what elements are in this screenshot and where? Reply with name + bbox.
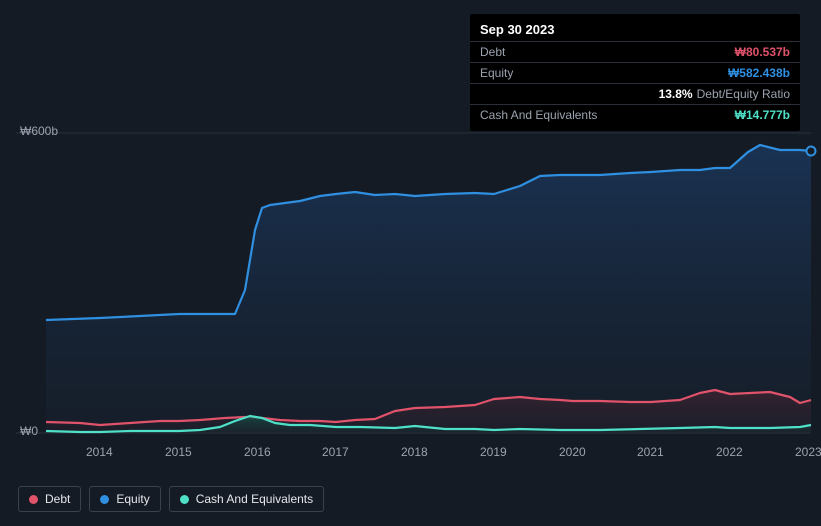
y-tick-label: ₩600b (20, 124, 58, 138)
legend-label: Debt (45, 492, 70, 506)
legend-swatch (100, 495, 109, 504)
legend-item-debt[interactable]: Debt (18, 486, 81, 512)
tooltip-ratio-pct: 13.8% (659, 87, 693, 101)
x-tick-label: 2016 (244, 445, 271, 459)
y-tick-label: ₩0 (20, 424, 38, 438)
x-tick-label: 2017 (322, 445, 349, 459)
tooltip-value: ₩80.537b (735, 45, 790, 59)
x-tick-label: 2022 (716, 445, 743, 459)
tooltip-label: Equity (480, 66, 513, 80)
end-marker (807, 147, 816, 156)
tooltip-row-debt: Debt ₩80.537b (470, 41, 800, 62)
x-tick-label: 2020 (559, 445, 586, 459)
legend-swatch (180, 495, 189, 504)
x-tick-label: 2015 (165, 445, 192, 459)
x-tick-label: 2019 (480, 445, 507, 459)
x-tick-label: 2018 (401, 445, 428, 459)
x-tick-label: 2021 (637, 445, 664, 459)
legend-label: Cash And Equivalents (196, 492, 313, 506)
tooltip-label: Cash And Equivalents (480, 108, 597, 122)
area-equity (46, 145, 811, 433)
x-tick-label: 2023 (795, 445, 821, 459)
tooltip-ratio: 13.8% Debt/Equity Ratio (470, 83, 800, 104)
x-tick-label: 2014 (86, 445, 113, 459)
tooltip-date: Sep 30 2023 (470, 20, 800, 41)
tooltip-label: Debt (480, 45, 505, 59)
legend-item-equity[interactable]: Equity (89, 486, 160, 512)
tooltip-row-equity: Equity ₩582.438b (470, 62, 800, 83)
tooltip-value: ₩582.438b (728, 66, 790, 80)
chart-legend: Debt Equity Cash And Equivalents (18, 486, 324, 512)
tooltip-row-cash: Cash And Equivalents ₩14.777b (470, 104, 800, 125)
tooltip-ratio-label: Debt/Equity Ratio (697, 87, 790, 101)
legend-swatch (29, 495, 38, 504)
chart-container: ₩600b ₩0 2014 2015 2016 2017 2018 2019 2020 2021… (0, 0, 821, 526)
tooltip-value: ₩14.777b (735, 108, 790, 122)
legend-item-cash[interactable]: Cash And Equivalents (169, 486, 324, 512)
legend-label: Equity (116, 492, 149, 506)
chart-tooltip: Sep 30 2023 Debt ₩80.537b Equity ₩582.43… (470, 14, 800, 131)
